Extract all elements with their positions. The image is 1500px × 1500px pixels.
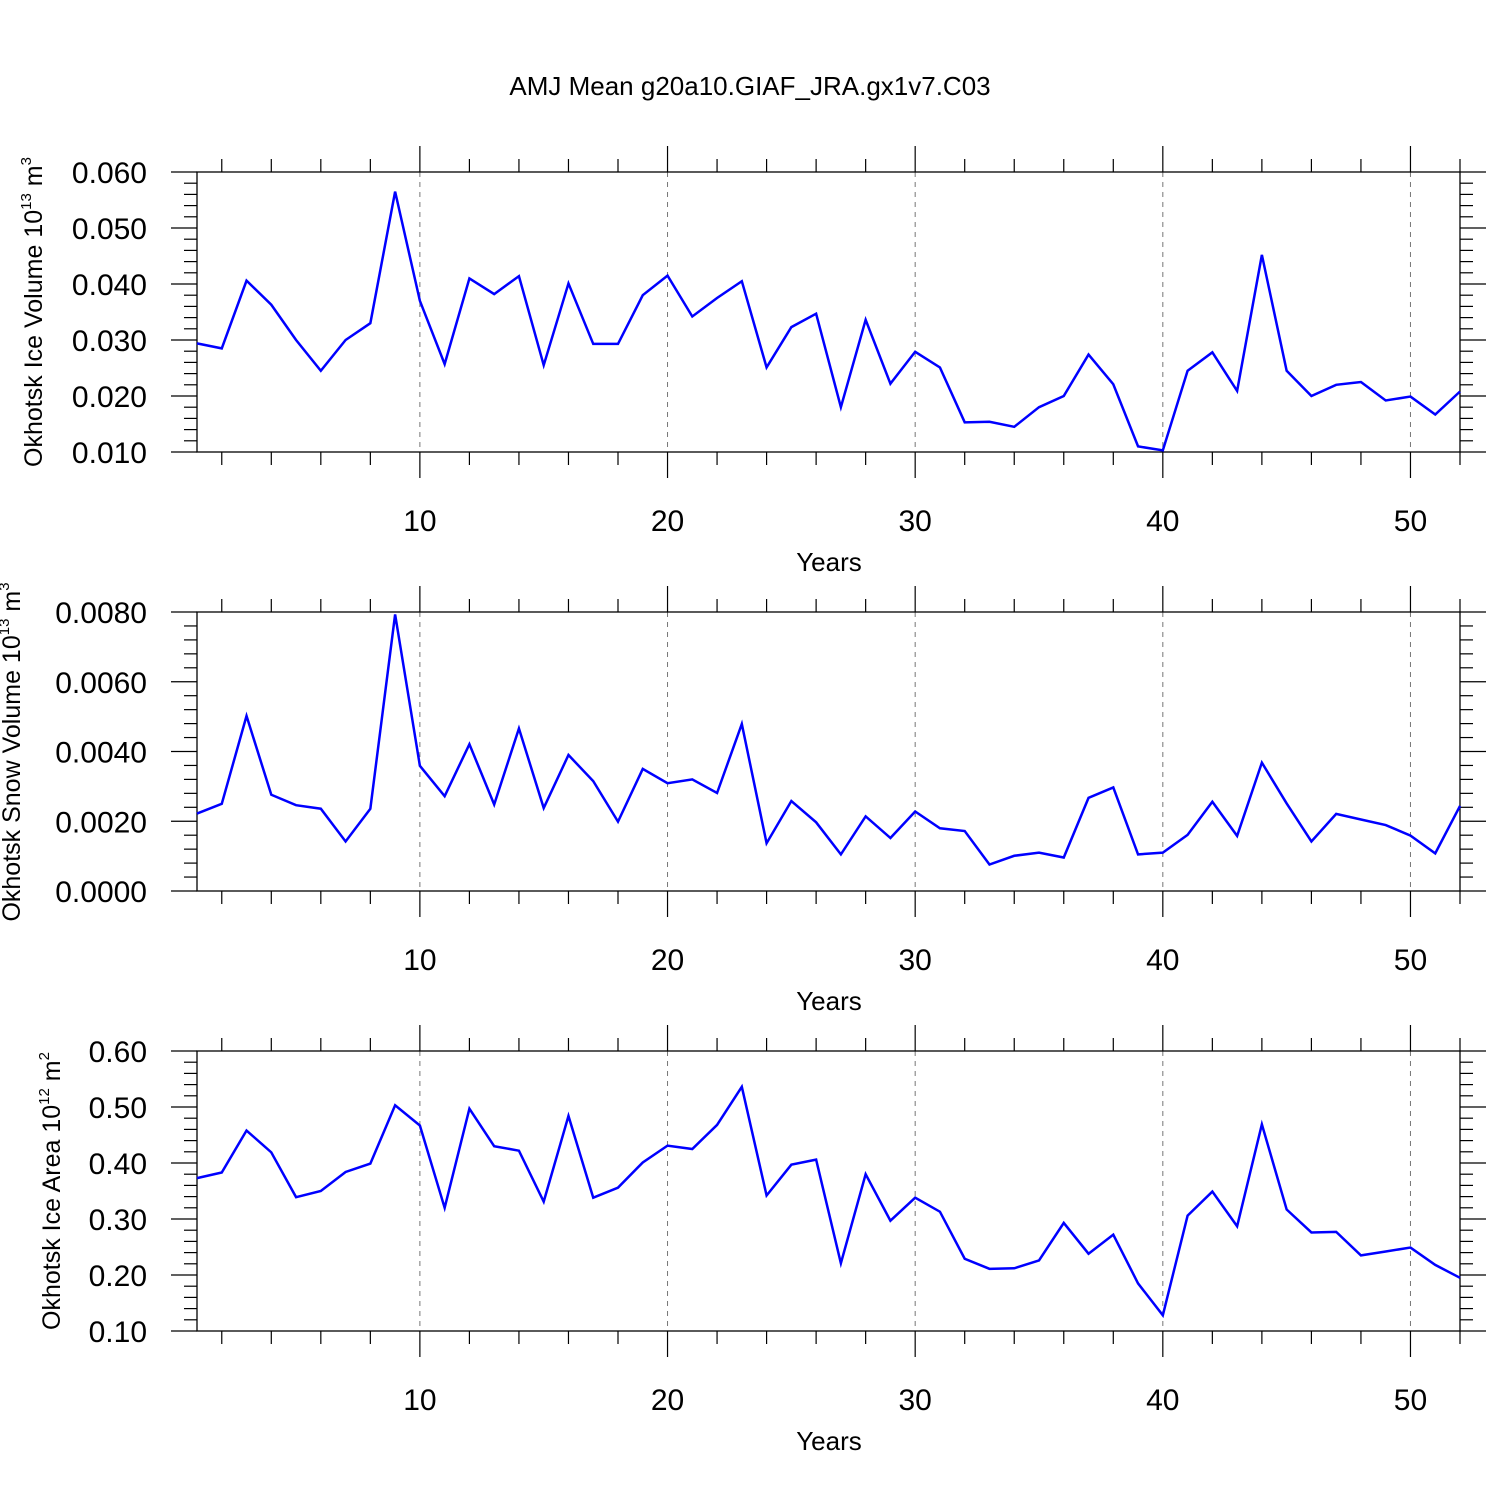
y-tick-label: 0.10 [89, 1316, 147, 1349]
x-axis-label: Years [796, 986, 862, 1016]
x-tick-label: 30 [898, 1384, 931, 1417]
y-tick-label: 0.030 [72, 325, 147, 358]
y-tick-label: 0.060 [72, 157, 147, 190]
plot-frame [196, 1050, 1461, 1332]
y-tick-label: 0.050 [72, 213, 147, 246]
x-tick-label: 30 [898, 505, 931, 538]
panel-1: 10 20 30 40 50 0.010 0.020 0.030 0.040 0.050 0.060… [18, 146, 1486, 577]
y-tick-label: 0.0060 [55, 667, 147, 700]
plot-frame [196, 611, 1461, 892]
x-tick-label: 30 [898, 944, 931, 977]
x-tick-label: 50 [1394, 944, 1427, 977]
x-tick-label: 20 [651, 944, 684, 977]
y-axis-label: Okhotsk Ice Volume 1013 m3 [18, 157, 48, 467]
panel-2: 10 20 30 40 50 0.0000 0.0020 0.0040 0.0060 0.0080… [0, 582, 1486, 1016]
y-axis-label: Okhotsk Snow Volume 1013 m3 [0, 582, 26, 921]
series-line [196, 191, 1461, 452]
x-tick-label: 50 [1394, 505, 1427, 538]
series-line [196, 614, 1462, 866]
y-tick-label: 0.30 [89, 1204, 147, 1237]
x-tick-label: 50 [1394, 1384, 1427, 1417]
y-tick-label: 0.0040 [55, 737, 147, 770]
y-tick-label: 0.60 [89, 1036, 147, 1069]
x-tick-label: 10 [403, 505, 436, 538]
y-tick-label: 0.0000 [55, 876, 147, 909]
chart-title: AMJ Mean g20a10.GIAF_JRA.gx1v7.C03 [509, 71, 990, 101]
x-axis-label: Years [796, 1426, 862, 1456]
x-tick-label: 10 [403, 1384, 436, 1417]
series-line [196, 1083, 1461, 1319]
plot-frame [196, 171, 1461, 453]
panel-3: 10 20 30 40 50 0.10 0.20 0.30 0.40 0.50 0.60 Years O… [36, 1025, 1486, 1456]
y-tick-label: 0.020 [72, 381, 147, 414]
x-tick-label: 20 [651, 505, 684, 538]
x-tick-label: 40 [1146, 505, 1179, 538]
x-tick-label: 40 [1146, 1384, 1179, 1417]
y-tick-label: 0.040 [72, 269, 147, 302]
y-tick-label: 0.010 [72, 437, 147, 470]
x-tick-label: 10 [403, 944, 436, 977]
y-tick-label: 0.20 [89, 1260, 147, 1293]
x-tick-label: 40 [1146, 944, 1179, 977]
y-tick-label: 0.0080 [55, 597, 147, 630]
y-tick-label: 0.40 [89, 1148, 147, 1181]
y-tick-label: 0.50 [89, 1092, 147, 1125]
y-tick-label: 0.0020 [55, 806, 147, 839]
x-tick-label: 20 [651, 1384, 684, 1417]
x-axis-label: Years [796, 547, 862, 577]
y-axis-label: Okhotsk Ice Area 1012 m2 [36, 1052, 66, 1330]
